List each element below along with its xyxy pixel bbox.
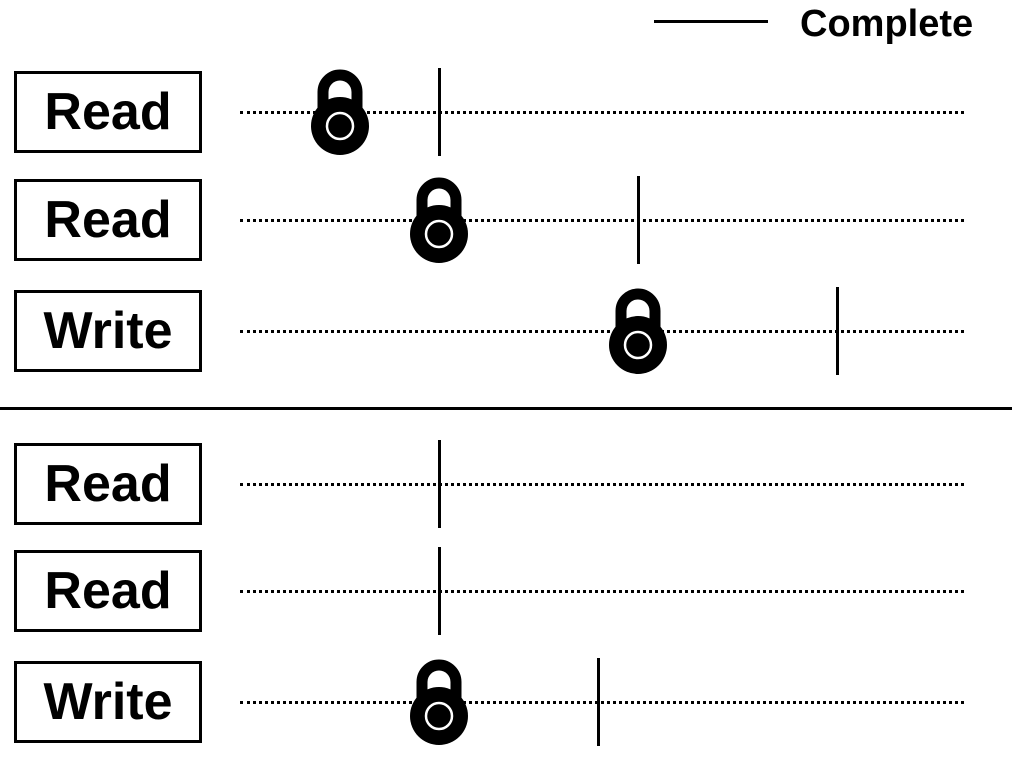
complete-marker	[437, 547, 441, 635]
timeline-track	[240, 701, 964, 704]
operation-label-box: Write	[14, 661, 202, 743]
operation-label-box: Read	[14, 179, 202, 261]
padlock-icon	[607, 287, 669, 377]
padlock-icon	[408, 658, 470, 748]
legend-complete-label: Complete	[800, 3, 974, 45]
operation-label-box: Read	[14, 443, 202, 525]
padlock-icon	[309, 68, 371, 158]
complete-marker	[636, 176, 640, 264]
operation-label-box: Read	[14, 71, 202, 153]
complete-marker	[437, 68, 441, 156]
operation-label-box: Write	[14, 290, 202, 372]
padlock-icon	[408, 176, 470, 266]
complete-marker	[437, 440, 441, 528]
complete-marker	[596, 658, 600, 746]
legend-complete-line	[654, 20, 768, 23]
timeline-track	[240, 483, 964, 486]
complete-marker	[835, 287, 839, 375]
operation-label-box: Read	[14, 550, 202, 632]
timeline-track	[240, 590, 964, 593]
group-divider	[0, 407, 1012, 410]
timeline-track	[240, 111, 964, 114]
timeline-track	[240, 330, 964, 333]
timeline-track	[240, 219, 964, 222]
